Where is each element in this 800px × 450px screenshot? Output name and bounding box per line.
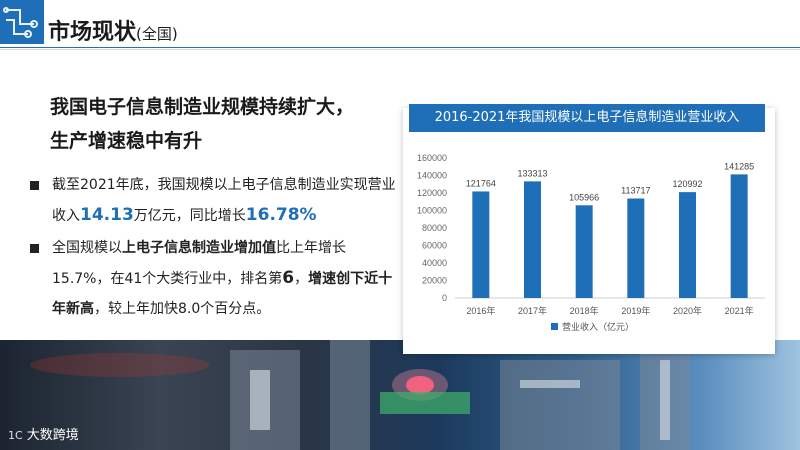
bullet2-bold-2: 增速创下近十年新高	[52, 271, 393, 317]
bar	[627, 198, 645, 298]
x-tick-label: 2020年	[673, 305, 702, 316]
bar	[730, 174, 748, 298]
bar	[575, 205, 593, 298]
revenue-bar-chart: 0 20000 40000 60000 80000 100000 120000 140000 1…	[417, 153, 765, 332]
brand-logo: 1C 大数跨境	[8, 424, 79, 443]
data-label: 133313	[517, 168, 547, 178]
y-tick-label: 80000	[422, 223, 447, 233]
slide-header: 市场现状(全国)	[0, 0, 800, 62]
y-tick-label: 40000	[422, 258, 447, 268]
chart-title: 2016-2021年我国规模以上电子信息制造业营业收入	[409, 104, 765, 132]
x-tick-label: 2021年	[725, 305, 754, 316]
x-tick-label: 2018年	[570, 305, 599, 316]
factory-photo	[0, 340, 800, 450]
y-tick-label: 20000	[422, 276, 447, 286]
y-tick-label: 120000	[417, 188, 447, 198]
bullet1-text-2: 万亿元，同比增长	[133, 208, 246, 224]
data-label: 121764	[466, 178, 496, 188]
x-tick-label: 2016年	[466, 305, 495, 316]
page-title-main: 市场现状	[48, 20, 137, 45]
circuit-logo-icon	[0, 0, 44, 44]
headline: 我国电子信息制造业规模持续扩大， 生产增速稳中有升	[50, 90, 380, 158]
headline-line-2: 生产增速稳中有升	[50, 130, 203, 152]
bullet1-text-1: 截至2021年底，我国规模以上电子信息制造业实现营业收入	[52, 177, 396, 224]
y-tick-label: 160000	[417, 153, 447, 163]
page-title: 市场现状(全国)	[48, 14, 178, 46]
bullet-square-icon	[30, 244, 39, 253]
bullet2-text-2: 比上年增长15.7%，在41个大类行业中，排名第	[52, 240, 346, 287]
bullet-revenue: 截至2021年底，我国规模以上电子信息制造业实现营业收入14.13万亿元，同比增…	[30, 170, 400, 231]
data-label: 141285	[724, 161, 754, 171]
bullet-value-added: 全国规模以上电子信息制造业增加值比上年增长15.7%，在41个大类行业中，排名第…	[30, 233, 400, 324]
bullet2-text-1: 全国规模以	[52, 240, 122, 256]
y-tick-label: 140000	[417, 171, 447, 181]
header-divider-light	[0, 49, 800, 50]
rank-value: 6	[282, 268, 295, 288]
bullet-square-icon	[30, 181, 39, 190]
x-tick-label: 2017年	[518, 305, 547, 316]
x-tick-label: 2019年	[621, 305, 650, 316]
header-divider	[0, 47, 800, 48]
y-tick-label: 100000	[417, 206, 447, 216]
bar	[679, 192, 696, 298]
y-tick-label: 0	[442, 293, 447, 303]
legend-label: 营业收入（亿元）	[562, 321, 634, 332]
brand-mark-icon: 1C	[8, 429, 23, 442]
bar	[524, 181, 541, 298]
bullet-list: 截至2021年底，我国规模以上电子信息制造业实现营业收入14.13万亿元，同比增…	[30, 170, 400, 324]
page-title-suffix: (全国)	[136, 25, 178, 43]
bullet2-text-3: ，	[294, 271, 309, 287]
growth-value: 16.78%	[245, 205, 317, 225]
revenue-value: 14.13	[80, 205, 134, 225]
bullet2-text-4: ，较上年加快8.0个百分点。	[94, 301, 271, 317]
data-label: 105966	[569, 192, 599, 202]
headline-line-1: 我国电子信息制造业规模持续扩大，	[50, 96, 355, 118]
data-label: 120992	[672, 179, 702, 189]
bar	[472, 191, 490, 298]
y-tick-label: 60000	[422, 241, 447, 251]
bullet2-bold-1: 上电子信息制造业增加值	[122, 240, 276, 256]
data-label: 113717	[621, 185, 650, 195]
brand-name: 大数跨境	[26, 428, 79, 443]
legend-swatch	[551, 323, 558, 330]
